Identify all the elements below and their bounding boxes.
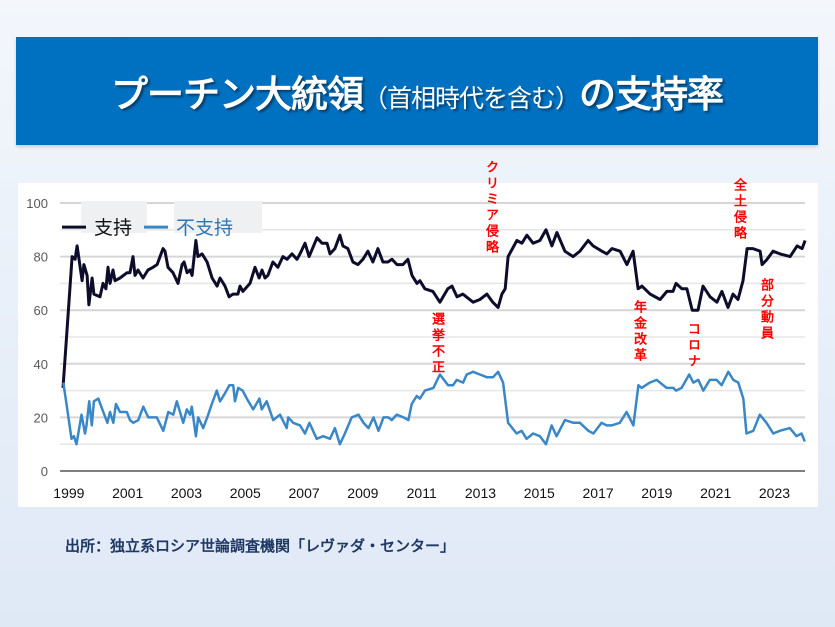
annotation-election-fraud: 選挙不正 xyxy=(429,312,444,376)
x-tick-label: 2015 xyxy=(524,485,555,501)
title-paren: （首相時代を含む） xyxy=(362,84,580,113)
x-tick-label: 2009 xyxy=(347,485,378,501)
series-line-disapprove xyxy=(62,370,806,446)
legend-box xyxy=(81,201,147,233)
annotation-partial-mobilization: 部分動員 xyxy=(758,278,773,342)
y-tick-label: 100 xyxy=(26,196,48,211)
series-line-approve xyxy=(61,228,807,389)
x-tick-label: 2005 xyxy=(230,485,261,501)
annotation-full-invasion: 全土侵略 xyxy=(731,178,746,242)
chart-panel: 0 20 40 60 80 100 1999 2001 2003 2005 2007 2009 2011… xyxy=(18,183,818,507)
legend-box xyxy=(174,201,262,233)
y-tick-label: 60 xyxy=(34,303,48,318)
title-main: プーチン大統領 xyxy=(110,73,364,116)
x-tick-label: 2001 xyxy=(112,485,143,501)
x-tick-label: 2023 xyxy=(759,485,790,501)
page-title: プーチン大統領（首相時代を含む）の支持率 xyxy=(110,64,724,118)
x-tick-label: 2011 xyxy=(407,485,437,501)
x-tick-label: 2003 xyxy=(171,485,202,501)
title-banner: プーチン大統領（首相時代を含む）の支持率 xyxy=(16,37,818,145)
legend-label: 支持 xyxy=(94,217,132,239)
annotation-crimea: クリミア侵略 xyxy=(483,160,498,256)
legend-label: 不支持 xyxy=(176,217,233,239)
title-end: の支持率 xyxy=(579,73,724,116)
x-tick-label: 2019 xyxy=(641,485,672,501)
x-tick-label: 2013 xyxy=(465,485,496,501)
y-tick-label: 0 xyxy=(41,464,48,479)
y-tick-label: 80 xyxy=(34,250,48,265)
x-tick-label: 1999 xyxy=(53,485,84,501)
y-tick-label: 20 xyxy=(34,410,48,425)
x-tick-label: 2021 xyxy=(700,485,731,501)
annotation-covid: コロナ xyxy=(685,322,700,370)
x-tick-label: 2007 xyxy=(289,485,320,501)
x-tick-label: 2017 xyxy=(583,485,614,501)
annotation-pension-reform: 年金改革 xyxy=(631,300,646,364)
source-note: 出所：独立系ロシア世論調査機関「レヴァダ・センター」 xyxy=(65,537,456,555)
y-tick-label: 40 xyxy=(34,357,48,372)
approval-chart: 0 20 40 60 80 100 1999 2001 2003 2005 2007 2009 2011… xyxy=(26,196,807,501)
